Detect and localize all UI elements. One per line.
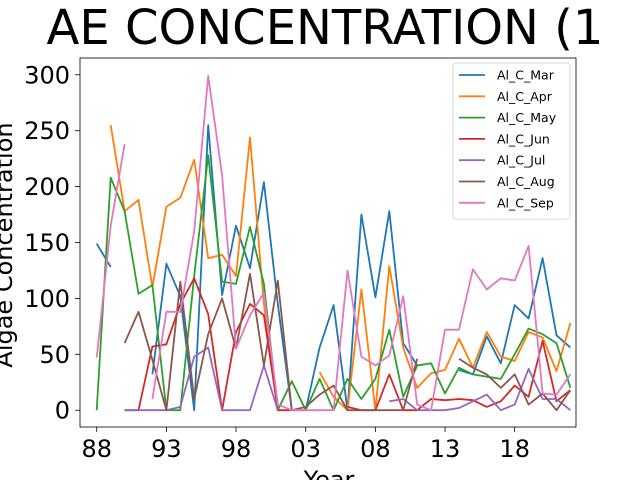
series-line-al-c-sep — [95, 75, 572, 412]
legend-label: Al_C_May — [497, 110, 557, 125]
y-tick-label: 100 — [24, 285, 70, 313]
y-tick-label: 200 — [24, 173, 70, 201]
series-line-al-c-mar — [95, 124, 571, 412]
y-tick-label: 250 — [24, 117, 70, 145]
x-axis: 88 93 98 03 08 13 18 — [81, 427, 530, 463]
legend-label: Al_C_Jul — [497, 153, 545, 168]
legend: Al_C_Mar Al_C_Apr Al_C_May Al_C_Jun Al_C_Jul… — [452, 62, 571, 220]
y-tick-label: 50 — [39, 341, 70, 369]
chart-title: AE CONCENTRATION (1 — [47, 0, 604, 56]
series-line-al-c-aug — [123, 272, 572, 412]
legend-label: Al_C_Sep — [497, 195, 554, 210]
x-tick-label: 03 — [290, 435, 321, 463]
y-axis-title: Algae Concentration — [0, 122, 18, 367]
y-axis: 0 50 100 150 200 250 300 — [24, 61, 80, 425]
legend-label: Al_C_Mar — [497, 68, 555, 83]
legend-label: Al_C_Apr — [497, 89, 553, 104]
x-tick-label: 08 — [360, 435, 391, 463]
x-tick-label: 93 — [151, 435, 182, 463]
x-tick-label: 13 — [430, 435, 461, 463]
y-tick-label: 0 — [55, 397, 70, 425]
legend-label: Al_C_Jun — [497, 131, 550, 146]
y-tick-label: 300 — [24, 61, 70, 89]
series-line-al-c-jul — [124, 346, 571, 412]
y-tick-label: 150 — [24, 229, 70, 257]
legend-box — [452, 62, 571, 220]
series-line-al-c-apr — [109, 124, 572, 412]
x-axis-title: Year — [303, 466, 355, 480]
x-tick-label: 98 — [221, 435, 252, 463]
x-tick-label: 88 — [81, 435, 112, 463]
legend-label: Al_C_Aug — [497, 174, 555, 189]
plot-lines — [95, 75, 572, 412]
x-tick-label: 18 — [499, 435, 530, 463]
